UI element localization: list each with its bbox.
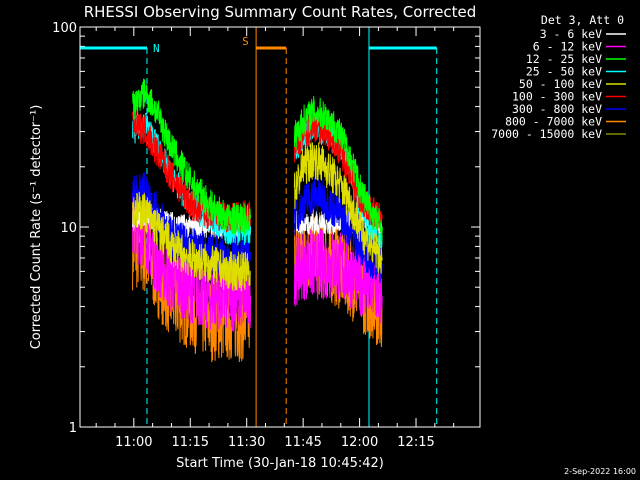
legend-label: 100 - 300 keV [512,90,602,104]
y-axis-label: Corrected Count Rate (s⁻¹ detector⁻¹) [29,105,44,350]
series-line-50-100-keV [293,142,383,274]
x-tick-label: 11:15 [172,435,209,450]
legend-label: 50 - 100 keV [519,77,602,91]
x-tick-label: 11:45 [284,435,321,450]
legend-label: 25 - 50 keV [526,65,602,79]
x-tick-label: 11:00 [115,435,152,450]
x-tick-label: 12:15 [397,435,434,450]
series-line-12-25-keV [293,96,383,242]
legend-label: 12 - 25 keV [526,52,602,66]
legend-label: 800 - 7000 keV [505,115,602,129]
x-tick-label: 12:00 [341,435,378,450]
series-line-12-25-keV [132,78,251,236]
footer-date: 2-Sep-2022 16:00 [564,467,636,476]
x-tick-label: 11:30 [228,435,265,450]
legend-label: 7000 - 15000 keV [491,127,602,141]
legend-header: Det 3, Att 0 [541,13,624,27]
y-tick-label: 10 [60,221,77,236]
legend-label: 6 - 12 keV [533,40,602,54]
series-line-100-300-keV [293,113,383,233]
y-tick-label: 100 [52,21,77,36]
chart-title: RHESSI Observing Summary Count Rates, Co… [84,3,477,21]
saa-label: S [242,35,249,48]
y-tick-label: 1 [69,421,77,436]
legend-label: 3 - 6 keV [540,27,602,41]
series-line-50-100-keV [132,191,251,292]
plot-frame [79,26,481,428]
legend-label: 300 - 800 keV [512,102,602,116]
plot-layer: 11:00 11:15 11:30 11:45 12:00 12:15 1 10 100 N S [52,21,480,450]
series-line-6-12-keV [132,193,251,333]
x-axis-label: Start Time (30-Jan-18 10:45:42) [176,456,384,471]
night-label: N [153,42,160,55]
